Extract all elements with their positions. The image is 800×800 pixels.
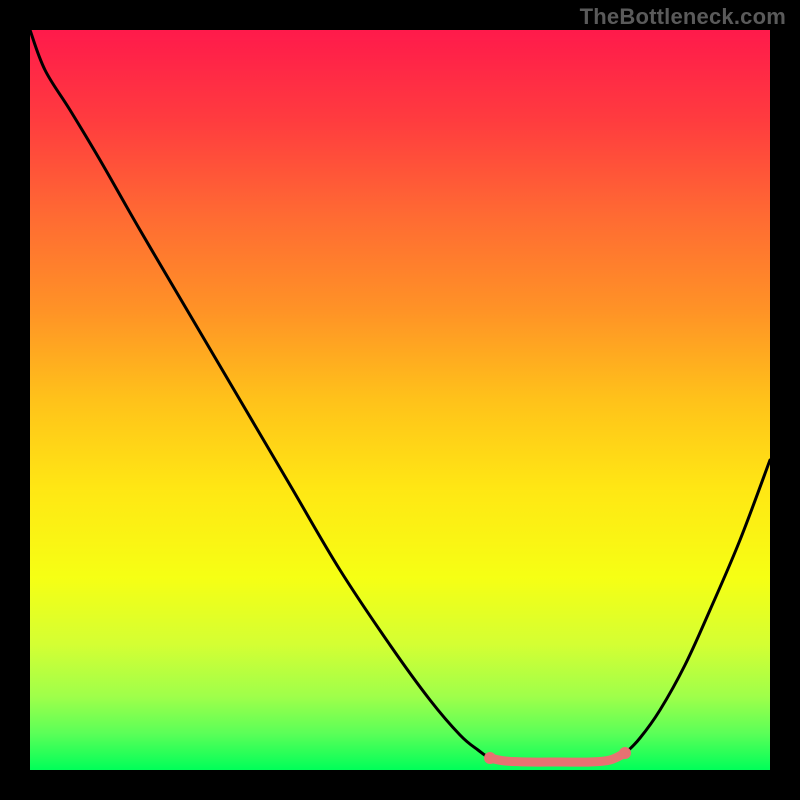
optimal-range-highlight bbox=[490, 753, 625, 762]
performance-curve-line bbox=[30, 30, 770, 762]
optimal-range-end-marker bbox=[619, 747, 631, 759]
bottleneck-curve bbox=[30, 30, 770, 770]
chart-container: TheBottleneck.com bbox=[0, 0, 800, 800]
plot-area bbox=[30, 30, 770, 770]
watermark-text: TheBottleneck.com bbox=[580, 4, 786, 30]
optimal-range-start-marker bbox=[484, 752, 496, 764]
